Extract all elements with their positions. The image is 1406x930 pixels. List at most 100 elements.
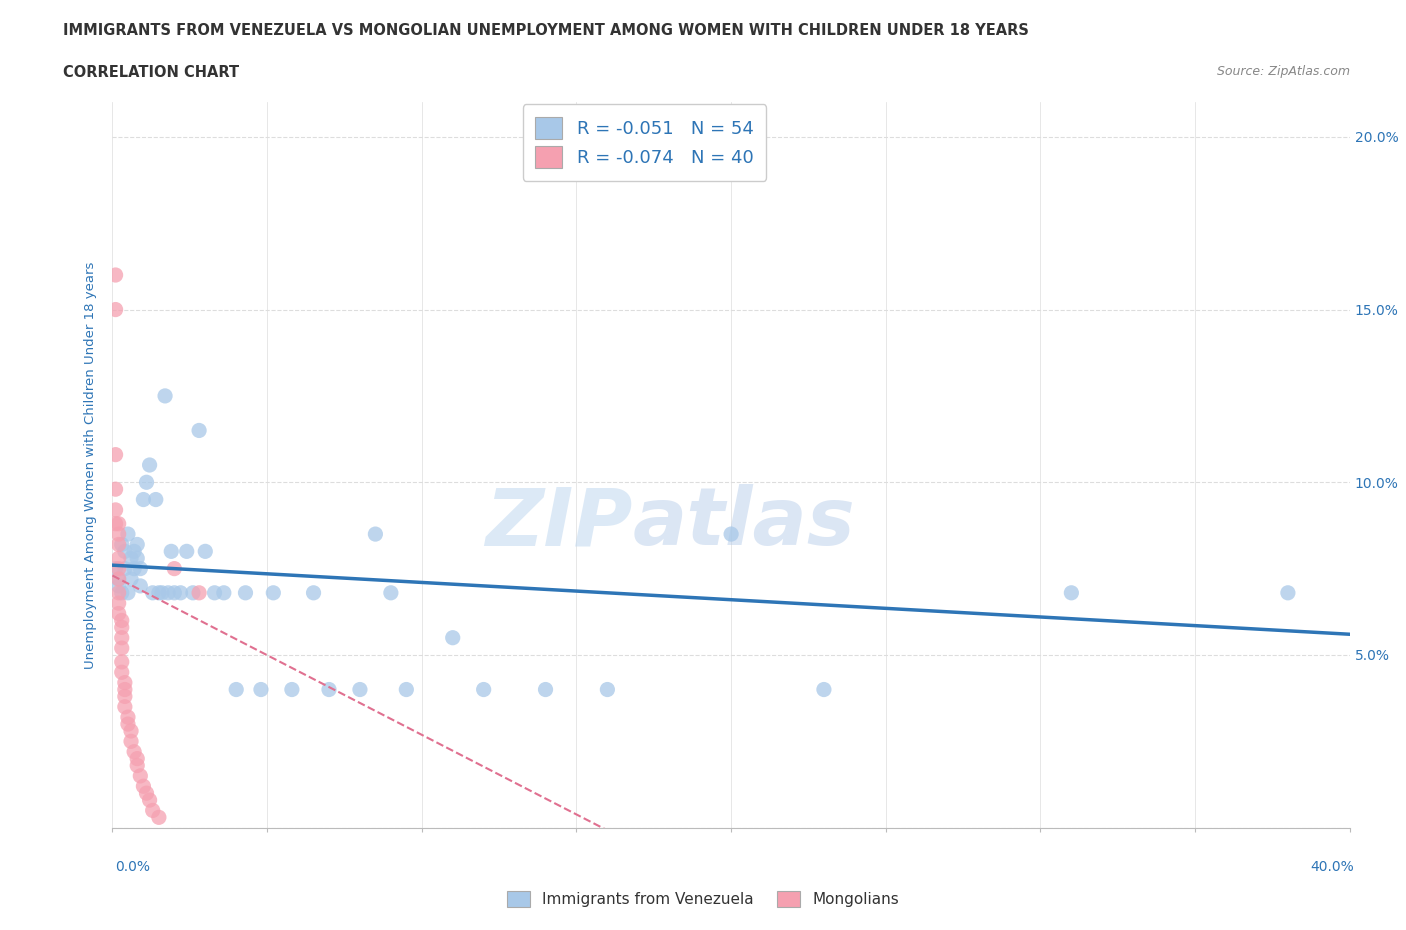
Text: CORRELATION CHART: CORRELATION CHART: [63, 65, 239, 80]
Point: [107, 537, 129, 551]
Point: [104, 302, 127, 317]
Point: [163, 561, 186, 576]
Point: [107, 516, 129, 531]
Point: [135, 786, 157, 801]
Point: [114, 699, 136, 714]
Point: [111, 641, 134, 656]
Point: [318, 682, 340, 697]
Point: [111, 613, 134, 628]
Point: [250, 682, 273, 697]
Point: [720, 526, 742, 541]
Point: [104, 447, 127, 462]
Point: [104, 268, 127, 283]
Point: [104, 482, 127, 497]
Point: [120, 572, 142, 587]
Point: [441, 631, 464, 645]
Point: [204, 585, 226, 600]
Point: [114, 689, 136, 704]
Point: [111, 585, 134, 600]
Point: [157, 585, 180, 600]
Point: [150, 585, 173, 600]
Point: [111, 631, 134, 645]
Point: [1060, 585, 1083, 600]
Point: [107, 596, 129, 611]
Point: [262, 585, 284, 600]
Point: [107, 551, 129, 565]
Point: [281, 682, 304, 697]
Point: [135, 475, 157, 490]
Point: [107, 585, 129, 600]
Point: [107, 526, 129, 541]
Text: Source: ZipAtlas.com: Source: ZipAtlas.com: [1216, 65, 1350, 78]
Point: [122, 561, 145, 576]
Point: [212, 585, 235, 600]
Point: [117, 710, 139, 724]
Text: ZIP: ZIP: [485, 484, 633, 562]
Point: [127, 551, 149, 565]
Point: [138, 458, 160, 472]
Text: IMMIGRANTS FROM VENEZUELA VS MONGOLIAN UNEMPLOYMENT AMONG WOMEN WITH CHILDREN UN: IMMIGRANTS FROM VENEZUELA VS MONGOLIAN U…: [63, 23, 1029, 38]
Legend: R = -0.051   N = 54, R = -0.074   N = 40: R = -0.051 N = 54, R = -0.074 N = 40: [523, 104, 766, 180]
Point: [122, 744, 145, 759]
Point: [163, 585, 186, 600]
Point: [132, 778, 155, 793]
Point: [127, 758, 149, 773]
Point: [107, 606, 129, 621]
Text: atlas: atlas: [633, 484, 855, 562]
Point: [120, 734, 142, 749]
Text: 40.0%: 40.0%: [1310, 860, 1354, 874]
Point: [117, 526, 139, 541]
Point: [107, 572, 129, 587]
Point: [104, 516, 127, 531]
Point: [129, 561, 152, 576]
Point: [129, 578, 152, 593]
Point: [194, 544, 217, 559]
Point: [364, 526, 387, 541]
Point: [132, 492, 155, 507]
Point: [117, 585, 139, 600]
Point: [114, 544, 136, 559]
Point: [107, 561, 129, 576]
Point: [169, 585, 191, 600]
Point: [138, 792, 160, 807]
Point: [122, 544, 145, 559]
Point: [120, 724, 142, 738]
Point: [813, 682, 835, 697]
Point: [111, 620, 134, 635]
Point: [176, 544, 198, 559]
Point: [120, 551, 142, 565]
Point: [148, 810, 170, 825]
Point: [111, 655, 134, 670]
Point: [235, 585, 257, 600]
Point: [472, 682, 495, 697]
Y-axis label: Unemployment Among Women with Children Under 18 years: Unemployment Among Women with Children U…: [84, 261, 97, 669]
Point: [534, 682, 557, 697]
Point: [107, 572, 129, 587]
Point: [127, 751, 149, 766]
Text: 0.0%: 0.0%: [115, 860, 150, 874]
Point: [148, 585, 170, 600]
Point: [114, 682, 136, 697]
Point: [104, 561, 127, 576]
Point: [349, 682, 371, 697]
Point: [114, 561, 136, 576]
Point: [188, 585, 211, 600]
Point: [225, 682, 247, 697]
Point: [160, 544, 183, 559]
Point: [142, 803, 165, 817]
Point: [153, 389, 176, 404]
Point: [107, 578, 129, 593]
Point: [188, 423, 211, 438]
Legend: Immigrants from Venezuela, Mongolians: Immigrants from Venezuela, Mongolians: [501, 884, 905, 913]
Point: [302, 585, 325, 600]
Point: [380, 585, 402, 600]
Point: [129, 768, 152, 783]
Point: [127, 537, 149, 551]
Point: [104, 502, 127, 517]
Point: [1277, 585, 1299, 600]
Point: [181, 585, 204, 600]
Point: [117, 717, 139, 732]
Point: [111, 537, 134, 551]
Point: [395, 682, 418, 697]
Point: [145, 492, 167, 507]
